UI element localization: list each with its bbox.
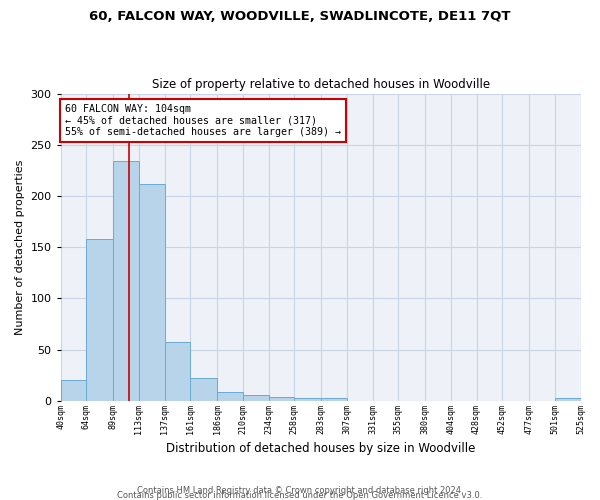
Bar [86,239,113,401]
X-axis label: Distribution of detached houses by size in Woodville: Distribution of detached houses by size … [166,442,475,455]
Bar [269,397,295,401]
Title: Size of property relative to detached houses in Woodville: Size of property relative to detached ho… [152,78,490,91]
Text: Contains HM Land Registry data © Crown copyright and database right 2024.: Contains HM Land Registry data © Crown c… [137,486,463,495]
Bar [295,398,321,401]
Bar [217,392,243,401]
Bar [321,398,347,401]
Bar [190,378,217,401]
Bar [113,161,139,401]
Bar [555,398,581,401]
Text: 60, FALCON WAY, WOODVILLE, SWADLINCOTE, DE11 7QT: 60, FALCON WAY, WOODVILLE, SWADLINCOTE, … [89,10,511,23]
Bar [139,184,164,401]
Bar [164,342,190,401]
Bar [61,380,86,401]
Text: 60 FALCON WAY: 104sqm
← 45% of detached houses are smaller (317)
55% of semi-det: 60 FALCON WAY: 104sqm ← 45% of detached … [65,104,341,137]
Y-axis label: Number of detached properties: Number of detached properties [15,160,25,335]
Text: Contains public sector information licensed under the Open Government Licence v3: Contains public sector information licen… [118,491,482,500]
Bar [243,394,269,401]
